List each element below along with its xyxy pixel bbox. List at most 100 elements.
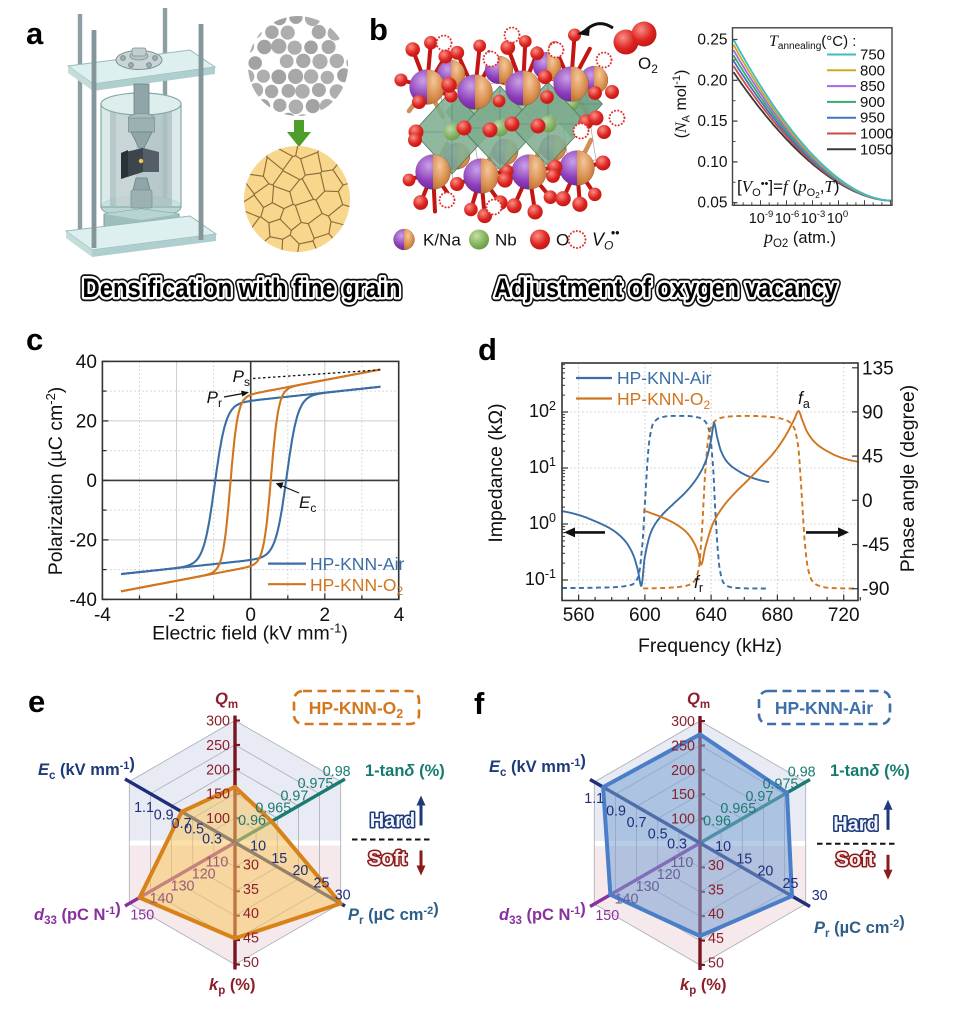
- svg-text:Densification with fine grain: Densification with fine grain: [83, 273, 401, 303]
- svg-text:600: 600: [629, 605, 661, 626]
- svg-text:0.15: 0.15: [697, 113, 727, 130]
- svg-text:900: 900: [860, 94, 885, 111]
- svg-text:Soft: Soft: [836, 849, 875, 871]
- svg-text:c: c: [26, 322, 43, 357]
- svg-text:300: 300: [671, 714, 695, 730]
- svg-text:35: 35: [243, 882, 259, 898]
- svg-text:25: 25: [314, 875, 330, 891]
- svg-text:680: 680: [762, 605, 794, 626]
- svg-text:0.3: 0.3: [202, 832, 222, 848]
- svg-text:e: e: [28, 684, 45, 719]
- svg-text:0.9: 0.9: [154, 807, 174, 823]
- svg-text:HP-KNN-O2: HP-KNN-O2: [309, 698, 404, 721]
- svg-text:-40: -40: [69, 590, 96, 611]
- svg-text:100: 100: [671, 812, 695, 828]
- svg-text:-45: -45: [862, 535, 889, 556]
- svg-text:30: 30: [335, 888, 351, 904]
- svg-text:250: 250: [206, 738, 230, 754]
- svg-text:1-tanδ (%): 1-tanδ (%): [365, 762, 445, 780]
- svg-text:Hard: Hard: [370, 810, 416, 832]
- svg-text:140: 140: [615, 891, 639, 907]
- svg-text:10: 10: [715, 839, 731, 855]
- svg-text:720: 720: [828, 605, 860, 626]
- svg-text:130: 130: [636, 879, 660, 895]
- svg-text:140: 140: [150, 891, 174, 907]
- svg-text:0.20: 0.20: [697, 72, 728, 89]
- svg-text:b: b: [369, 12, 388, 47]
- svg-text:120: 120: [657, 867, 681, 883]
- svg-text:0: 0: [86, 471, 97, 492]
- svg-text:0.5: 0.5: [648, 826, 668, 842]
- svg-text:0.98: 0.98: [788, 765, 816, 781]
- svg-text:0.9: 0.9: [606, 803, 626, 819]
- svg-text:Frequency (kHz): Frequency (kHz): [638, 635, 782, 657]
- svg-text:-20: -20: [69, 530, 96, 551]
- svg-text:Nb: Nb: [495, 231, 517, 250]
- svg-text:••: ••: [611, 226, 619, 240]
- svg-text:O: O: [556, 231, 569, 250]
- svg-text:20: 20: [292, 863, 308, 879]
- svg-text:Electric field (kV mm-1): Electric field (kV mm-1): [152, 621, 348, 645]
- svg-text:0.7: 0.7: [627, 815, 647, 831]
- svg-text:0: 0: [862, 491, 873, 512]
- svg-text:K/Na: K/Na: [423, 231, 461, 250]
- svg-text:800: 800: [860, 62, 885, 79]
- svg-text:50: 50: [243, 955, 259, 971]
- svg-text:4: 4: [394, 605, 405, 626]
- svg-text:850: 850: [860, 78, 885, 95]
- svg-text:O: O: [604, 239, 613, 253]
- svg-text:HP-KNN-Air: HP-KNN-Air: [775, 698, 873, 718]
- svg-text:0.10: 0.10: [697, 154, 728, 171]
- svg-text:150: 150: [206, 787, 230, 803]
- svg-text:HP-KNN-Air: HP-KNN-Air: [617, 368, 711, 388]
- svg-text:20: 20: [757, 864, 773, 880]
- svg-text:15: 15: [736, 851, 752, 867]
- svg-text:HP-KNN-O2: HP-KNN-O2: [310, 575, 404, 598]
- svg-text:120: 120: [192, 866, 216, 882]
- svg-text:Polarization (µC cm-2): Polarization (µC cm-2): [43, 387, 67, 576]
- svg-text:0.98: 0.98: [323, 764, 351, 780]
- svg-text:1.1: 1.1: [134, 800, 154, 816]
- svg-text:200: 200: [671, 763, 695, 779]
- svg-text:20: 20: [76, 411, 97, 432]
- svg-text:HP-KNN-O2: HP-KNN-O2: [617, 389, 711, 412]
- svg-text:a: a: [26, 16, 44, 51]
- svg-text:100: 100: [206, 811, 230, 827]
- svg-text:640: 640: [695, 605, 727, 626]
- svg-text:200: 200: [206, 762, 230, 778]
- svg-text:kp (%): kp (%): [209, 976, 255, 997]
- svg-text:40: 40: [708, 907, 724, 923]
- svg-text:30: 30: [708, 858, 724, 874]
- svg-text:1-tanδ (%): 1-tanδ (%): [830, 762, 910, 780]
- svg-text:d: d: [478, 332, 497, 367]
- svg-text:250: 250: [671, 738, 695, 754]
- svg-text:-90: -90: [862, 579, 889, 600]
- svg-text:45: 45: [243, 931, 259, 947]
- svg-text:f: f: [474, 686, 485, 721]
- svg-text:Phase angle (degree): Phase angle (degree): [897, 385, 919, 573]
- svg-text:0.05: 0.05: [697, 195, 727, 212]
- svg-text:950: 950: [860, 110, 885, 127]
- svg-text:90: 90: [862, 402, 883, 423]
- svg-text:1000: 1000: [860, 126, 893, 143]
- svg-text:150: 150: [595, 908, 619, 924]
- svg-text:150: 150: [130, 908, 154, 924]
- svg-text:45: 45: [708, 931, 724, 947]
- svg-text:Soft: Soft: [368, 848, 407, 870]
- svg-text:Impedance (kΩ): Impedance (kΩ): [485, 403, 507, 542]
- svg-text:kp (%): kp (%): [680, 976, 726, 997]
- svg-text:150: 150: [671, 787, 695, 803]
- svg-text:45: 45: [862, 447, 883, 468]
- svg-text:1.1: 1.1: [584, 791, 604, 807]
- svg-text:130: 130: [171, 879, 195, 895]
- svg-text:10: 10: [250, 839, 266, 855]
- svg-text:HP-KNN-Air: HP-KNN-Air: [310, 554, 404, 574]
- svg-text:15: 15: [271, 851, 287, 867]
- svg-text:750: 750: [860, 47, 885, 64]
- svg-text:1050: 1050: [860, 141, 893, 158]
- svg-text:40: 40: [243, 906, 259, 922]
- svg-text:0.3: 0.3: [667, 837, 687, 853]
- svg-text:135: 135: [862, 358, 894, 379]
- svg-text:300: 300: [206, 714, 230, 730]
- svg-text:560: 560: [563, 605, 595, 626]
